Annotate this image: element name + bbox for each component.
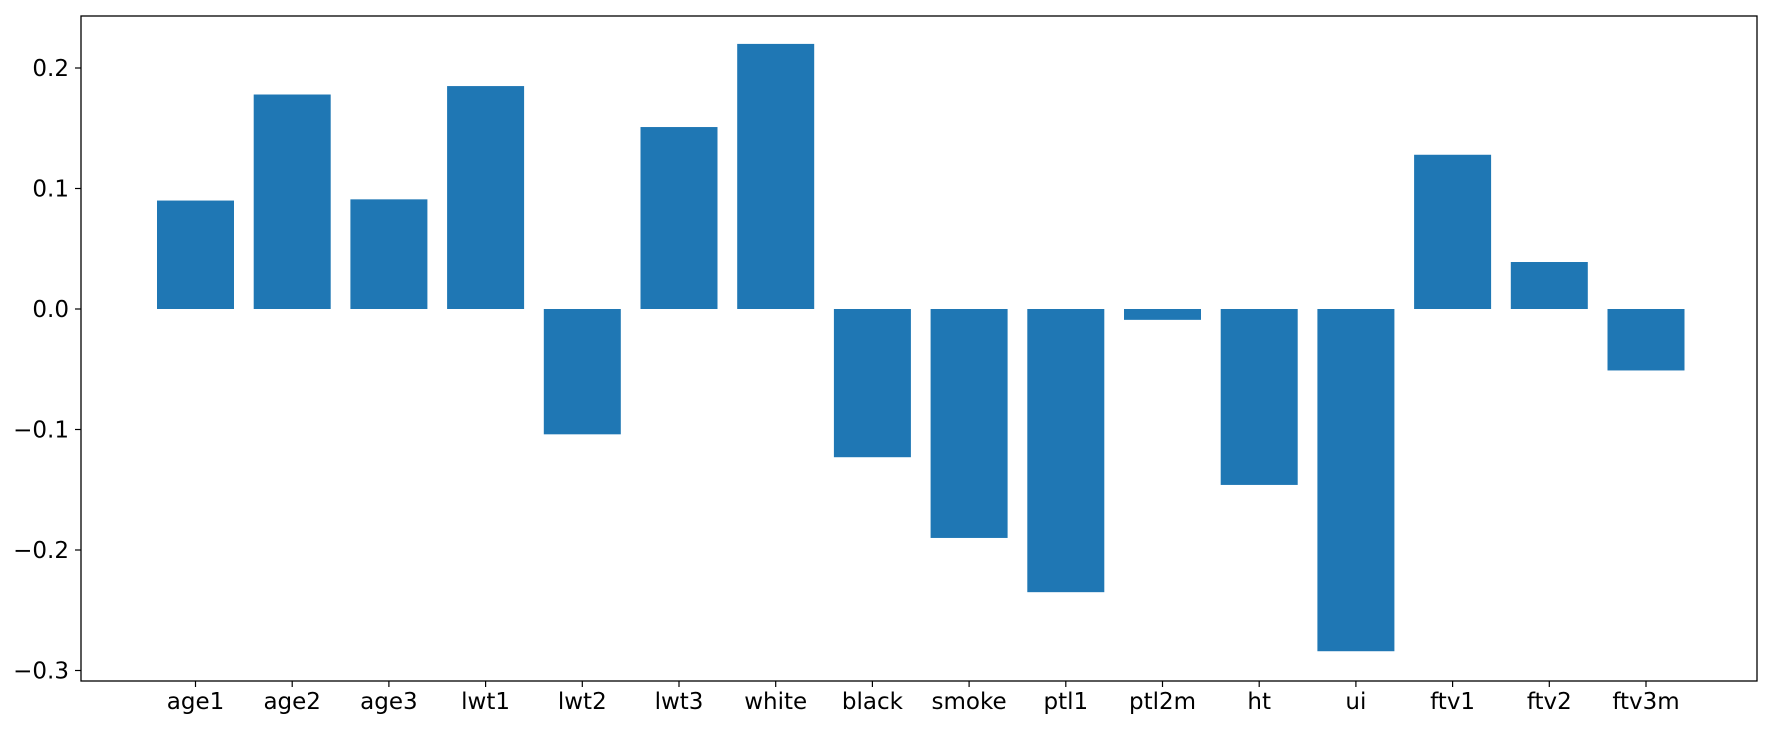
bar-white: [737, 43, 815, 310]
bar-black: [833, 309, 911, 458]
bar-smoke: [930, 309, 1008, 538]
plot-area-frame: [80, 15, 1758, 682]
y-tick-label: −0.3: [13, 659, 69, 685]
x-tick-label: ui: [1345, 689, 1366, 715]
bar-ftv3m: [1607, 309, 1685, 371]
bar-lwt3: [640, 127, 718, 309]
x-tick-label: ptl2m: [1129, 689, 1196, 715]
x-tick-label: ptl1: [1043, 689, 1088, 715]
y-tick-label: −0.1: [13, 418, 69, 444]
bar-age2: [253, 94, 331, 309]
bar-ptl1: [1027, 309, 1105, 593]
x-tick-label: ftv3m: [1612, 689, 1679, 715]
x-tick-label: age3: [360, 689, 417, 715]
x-tick-label: ftv2: [1527, 689, 1572, 715]
bar-lwt1: [447, 86, 525, 309]
y-tick-label: 0.0: [32, 297, 69, 323]
x-tick-label: lwt1: [461, 689, 510, 715]
x-tick-label: black: [842, 689, 904, 715]
y-axis: −0.3 −0.2 −0.1 0.0 0.1 0.2: [13, 56, 81, 685]
bar-ui: [1317, 309, 1395, 652]
x-tick-label: age1: [167, 689, 224, 715]
bar-ftv2: [1510, 262, 1588, 309]
x-tick-label: lwt3: [655, 689, 704, 715]
x-axis: age1 age2 age3 lwt1 lwt2 lwt3 white black smoke p…: [167, 681, 1680, 715]
bar-ptl2m: [1124, 309, 1201, 320]
x-tick-label: ftv1: [1430, 689, 1475, 715]
bar-lwt2: [543, 309, 621, 435]
y-tick-label: 0.1: [32, 177, 69, 203]
x-tick-label: ht: [1247, 689, 1271, 715]
y-tick-label: −0.2: [13, 538, 69, 564]
bar-ht: [1220, 309, 1298, 485]
bar-age1: [157, 200, 234, 309]
bar-age3: [350, 199, 428, 309]
x-tick-label: lwt2: [558, 689, 607, 715]
bar-ftv1: [1414, 154, 1492, 309]
x-tick-label: white: [744, 689, 807, 715]
bars-group: [157, 43, 1685, 652]
y-tick-label: 0.2: [32, 56, 69, 82]
x-tick-label: age2: [263, 689, 320, 715]
x-tick-label: smoke: [932, 689, 1007, 715]
